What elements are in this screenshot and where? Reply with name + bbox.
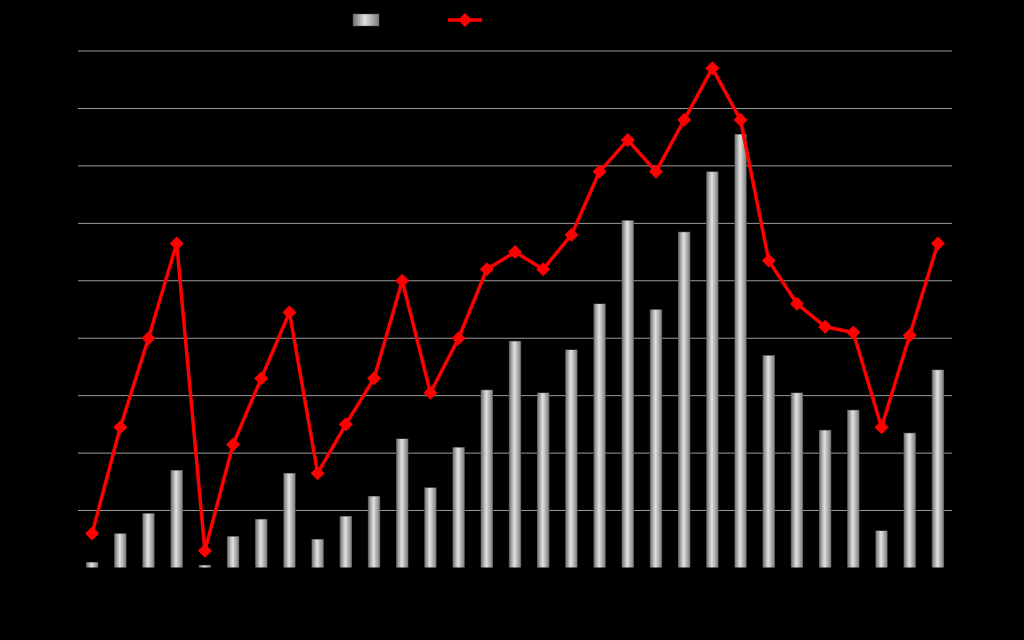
line-point	[874, 420, 889, 435]
line-point	[677, 112, 692, 127]
line-point	[310, 466, 325, 481]
line-point	[761, 253, 776, 268]
line-point	[592, 164, 607, 179]
line-point	[846, 325, 861, 340]
bar	[142, 513, 155, 569]
bar	[593, 303, 606, 569]
line-point	[536, 262, 551, 277]
line-point	[141, 331, 156, 346]
line-point	[254, 371, 269, 386]
bar	[367, 495, 381, 569]
bar	[508, 340, 522, 569]
bar	[706, 171, 719, 569]
line-point	[818, 319, 833, 334]
bar	[875, 530, 888, 569]
bar	[790, 392, 804, 569]
line-series	[85, 61, 945, 558]
line-point	[451, 331, 466, 346]
bar	[85, 562, 99, 569]
bar	[114, 533, 127, 569]
line-point	[423, 385, 438, 400]
bar	[170, 470, 183, 569]
bar	[818, 429, 832, 569]
bar	[931, 369, 945, 569]
line-point	[282, 305, 297, 320]
bar	[424, 487, 437, 569]
bar	[396, 438, 409, 569]
line-point	[930, 236, 945, 251]
line-point	[564, 227, 579, 242]
bar	[283, 472, 296, 569]
bar	[565, 349, 578, 569]
bar	[762, 355, 775, 569]
line-point	[648, 164, 663, 179]
line-point	[789, 296, 804, 311]
line-point	[85, 526, 100, 541]
line-point	[169, 236, 184, 251]
bar	[226, 536, 240, 569]
bar	[621, 220, 634, 569]
bar-series	[85, 134, 945, 569]
line-point	[733, 112, 748, 127]
line-point	[902, 328, 917, 343]
line-point	[620, 133, 635, 148]
line-point	[338, 417, 353, 432]
bar	[649, 309, 663, 569]
legend	[352, 13, 482, 27]
bar	[537, 392, 550, 569]
line-point	[705, 61, 720, 76]
bar	[480, 389, 493, 569]
bar	[452, 447, 465, 569]
line-point	[395, 273, 410, 288]
line-point	[479, 262, 494, 277]
bar	[339, 516, 353, 569]
line-point	[508, 245, 522, 260]
line-point	[367, 371, 382, 386]
bar	[311, 539, 324, 569]
bar	[677, 231, 691, 569]
legend-bar-swatch	[352, 13, 380, 27]
bar	[847, 409, 860, 569]
line-point	[226, 437, 241, 452]
legend-line-marker	[458, 13, 472, 27]
line-point	[197, 543, 212, 558]
bar	[903, 432, 916, 569]
line-point	[113, 420, 128, 435]
bar	[255, 518, 268, 569]
bar	[734, 134, 747, 569]
